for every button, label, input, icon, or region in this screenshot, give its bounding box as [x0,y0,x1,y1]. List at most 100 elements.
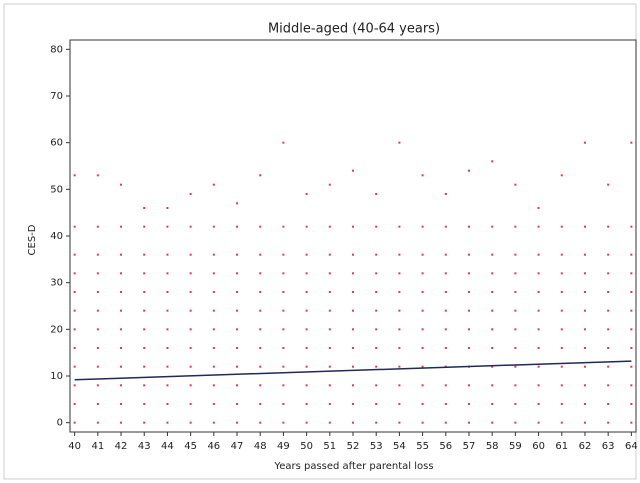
point [375,193,378,195]
point [630,384,633,387]
chart-title: Middle-aged (40-64 years) [268,22,440,37]
point [421,309,424,312]
y-tick-label: 60 [50,138,63,149]
point [73,421,76,424]
point [236,328,239,331]
point [166,207,169,209]
point [607,347,610,349]
point [352,169,354,172]
point [143,309,146,312]
point [328,183,331,186]
point [143,253,146,256]
point [166,225,169,228]
point [328,328,331,331]
point [607,225,610,228]
point [398,347,401,349]
point [236,347,239,349]
point [630,291,633,293]
point [491,403,494,405]
point [282,291,285,293]
point [398,421,401,424]
y-tick-label: 40 [50,231,63,242]
point [583,365,586,368]
point [514,384,517,387]
y-axis-label: CES-D [27,224,38,255]
point [583,253,586,256]
point [212,183,215,186]
point [491,328,494,331]
trend-line [74,360,632,381]
point [328,272,331,275]
x-tick-label: 51 [323,441,336,452]
point [352,272,354,275]
x-tick-label: 50 [300,441,313,452]
point [305,253,308,256]
point [560,421,563,424]
point [166,291,169,293]
point [73,347,76,349]
point [189,253,192,256]
point [189,193,192,195]
point [73,225,76,228]
point [467,272,470,275]
point [375,225,378,228]
x-tick-label: 47 [231,441,244,452]
point [421,272,424,275]
point [352,403,354,405]
point [259,253,262,256]
point [259,347,262,349]
point [537,384,540,387]
point [96,272,99,275]
point [560,403,563,405]
point [537,403,540,405]
point [305,347,308,349]
point [120,272,123,275]
point [212,309,215,312]
point [305,403,308,405]
point [328,225,331,228]
y-tick-label: 30 [50,278,63,289]
point [630,403,633,405]
y-tick-label: 0 [57,418,63,429]
point [352,291,354,293]
point [236,365,239,368]
point [560,347,563,349]
point [583,291,586,293]
point [444,328,447,331]
point [514,403,517,405]
point [259,309,262,312]
point [212,225,215,228]
point [514,328,517,331]
x-tick-label: 62 [579,441,592,452]
point [375,403,378,405]
point [630,328,633,331]
point [166,403,169,405]
point [236,253,239,256]
point [166,272,169,275]
point [259,328,262,331]
point [73,365,76,368]
point [189,272,192,275]
point [630,272,633,275]
x-tick-label: 60 [532,441,545,452]
point [537,291,540,293]
point [328,309,331,312]
point [120,347,123,349]
point [560,365,563,368]
point [189,347,192,349]
point [259,225,262,228]
point [514,272,517,275]
point [189,403,192,405]
x-tick-label: 52 [347,441,360,452]
point [328,421,331,424]
point [166,309,169,312]
point [583,384,586,387]
point [514,253,517,256]
point [96,225,99,228]
point [467,403,470,405]
point [444,347,447,349]
point [212,291,215,293]
chart-frame [3,3,637,480]
point [607,403,610,405]
